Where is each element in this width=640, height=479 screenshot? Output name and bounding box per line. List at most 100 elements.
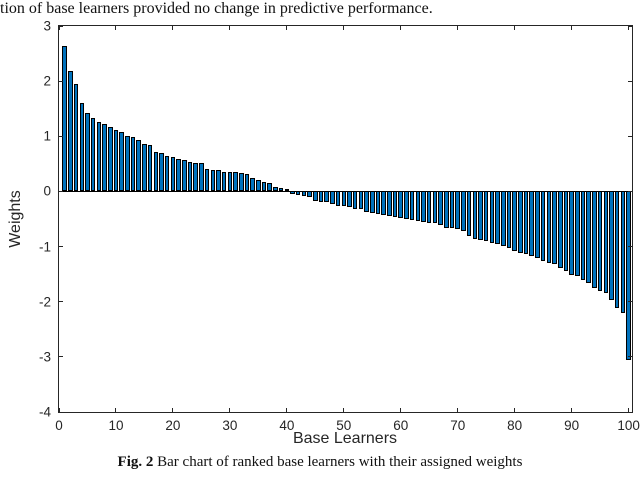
- bar: [187, 161, 193, 192]
- bar: [324, 191, 329, 203]
- bar: [603, 191, 609, 294]
- bar: [415, 191, 421, 221]
- bar: [444, 191, 449, 228]
- bar: [335, 191, 341, 207]
- bar: [182, 159, 187, 192]
- bar: [244, 173, 250, 192]
- bar: [483, 191, 489, 242]
- bar: [438, 191, 443, 226]
- bar: [392, 191, 398, 217]
- y-tick: [59, 190, 63, 192]
- bar: [609, 191, 614, 300]
- bar: [409, 191, 415, 220]
- bar: [273, 187, 278, 192]
- bar: [119, 131, 124, 192]
- bar: [221, 171, 227, 192]
- bar: [107, 126, 113, 192]
- x-tick: [286, 408, 288, 412]
- bar: [147, 145, 153, 192]
- bar: [79, 102, 85, 192]
- x-tick: [457, 408, 459, 412]
- bar: [90, 118, 96, 192]
- bar: [523, 191, 529, 255]
- bar: [461, 191, 466, 232]
- bar: [347, 191, 352, 208]
- x-tick: [58, 408, 60, 412]
- bar: [176, 158, 181, 192]
- y-tick-mirror: [628, 80, 632, 82]
- y-tick-label: -1: [38, 239, 51, 255]
- x-tick-label: 20: [165, 418, 181, 433]
- body-text: tion of base learners provided no change…: [0, 0, 433, 17]
- y-tick-label: 2: [43, 73, 51, 89]
- x-tick: [571, 408, 573, 412]
- bar: [381, 191, 386, 216]
- bar: [500, 191, 506, 246]
- bar: [592, 191, 597, 288]
- bar: [614, 191, 620, 308]
- bar: [68, 71, 73, 192]
- x-tick-label: 80: [507, 418, 523, 433]
- x-axis-label: Base Learners: [292, 430, 398, 447]
- bar: [227, 171, 233, 192]
- x-tick-mirror: [229, 26, 231, 30]
- x-tick: [400, 408, 402, 412]
- x-tick-mirror: [172, 26, 174, 30]
- bar: [301, 191, 307, 196]
- bar: [466, 191, 472, 237]
- bar: [256, 179, 261, 192]
- bar: [563, 191, 569, 272]
- bar: [597, 191, 603, 292]
- x-tick-label: 60: [393, 418, 409, 433]
- x-tick-mirror: [115, 26, 117, 30]
- y-tick: [59, 135, 63, 137]
- bar: [250, 178, 255, 192]
- figure: 0 10 20 30 40 50 60 70 80 90 100 3 2 1 0 -1 -2 -3 -4 Base …: [7, 19, 640, 448]
- bar: [575, 191, 580, 277]
- bar: [330, 191, 335, 205]
- bar: [62, 46, 67, 192]
- bar: [96, 121, 102, 192]
- x-tick-label: 30: [222, 418, 238, 433]
- x-tick-label: 0: [55, 418, 63, 433]
- x-tick: [628, 408, 630, 412]
- plot-area: 0 10 20 30 40 50 60 70 80 90 100 3 2 1 0 -1 -2 -3 -4: [39, 19, 640, 434]
- bar: [512, 191, 517, 251]
- x-tick-label: 100: [617, 418, 640, 433]
- x-tick-mirror: [571, 26, 573, 30]
- y-tick-label: 1: [43, 128, 51, 144]
- x-tick: [229, 408, 231, 412]
- y-tick-mirror: [628, 301, 632, 303]
- bar: [216, 170, 221, 192]
- bar: [352, 191, 358, 209]
- bar: [307, 191, 312, 198]
- bar: [73, 83, 79, 192]
- bar: [472, 191, 478, 240]
- y-tick-mirror: [628, 25, 632, 27]
- bar: [210, 169, 216, 192]
- bar: [278, 188, 284, 192]
- x-tick-mirror: [286, 26, 288, 30]
- y-tick: [59, 25, 63, 27]
- x-tick-label: 10: [108, 418, 124, 433]
- bar: [341, 191, 347, 207]
- bar: [495, 191, 500, 245]
- bar: [426, 191, 432, 223]
- bar: [153, 152, 159, 192]
- bar: [455, 191, 460, 230]
- y-tick: [59, 80, 63, 82]
- x-tick-mirror: [343, 26, 345, 30]
- y-tick: [59, 301, 63, 303]
- y-tick-label: -3: [38, 349, 51, 365]
- bar: [159, 153, 164, 192]
- bar: [569, 191, 574, 275]
- bar: [199, 163, 204, 192]
- bar: [204, 168, 210, 192]
- bar: [136, 140, 141, 192]
- x-tick-mirror: [457, 26, 459, 30]
- bar: [284, 189, 290, 192]
- y-tick-mirror: [628, 135, 632, 137]
- bar: [125, 135, 130, 192]
- bar: [85, 112, 90, 192]
- figure-caption: Fig. 2 Bar chart of ranked base learners…: [0, 454, 640, 471]
